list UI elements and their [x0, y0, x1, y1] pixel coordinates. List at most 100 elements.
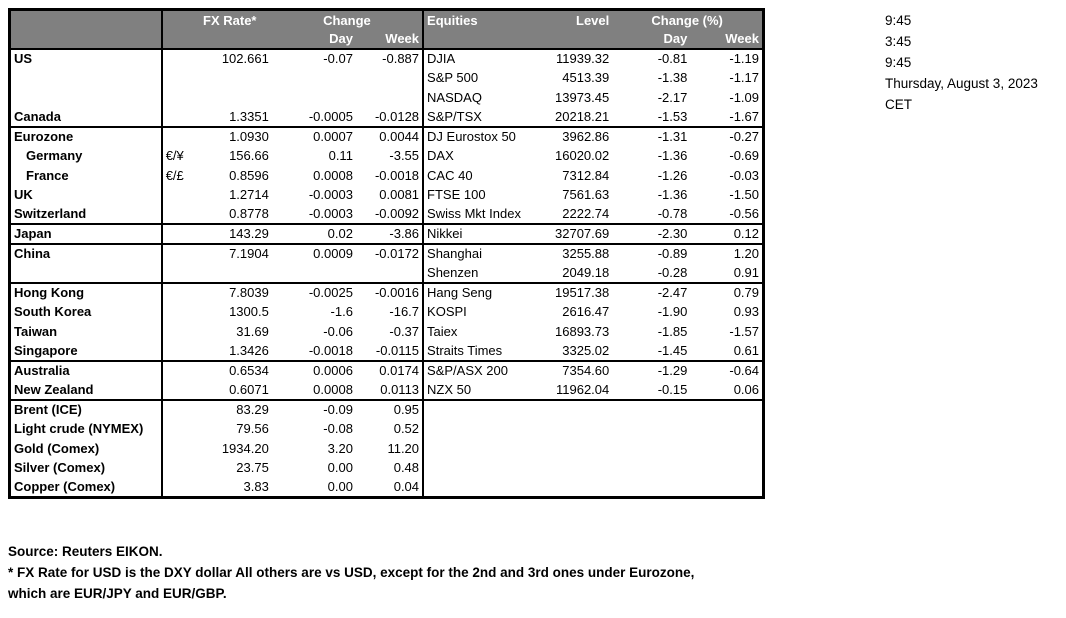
row-label: South Korea	[9, 302, 163, 322]
row-label: Light crude (NYMEX)	[9, 419, 163, 439]
equity-level: 7312.84	[562, 167, 610, 183]
equity-name: NZX 50	[427, 381, 472, 397]
equity-name: Shenzen	[427, 264, 479, 280]
currency-pair	[162, 478, 188, 498]
fx-rate-value: 7.8039	[187, 281, 272, 302]
currency-pair	[162, 439, 188, 459]
equity-name: Straits Times	[427, 342, 503, 358]
equity-name	[423, 478, 542, 498]
fx-week-change: -0.0092	[355, 204, 425, 224]
table-row: US 102.661 -0.07 -0.887 DJIA 11939.32 -0.81 -1.…	[9, 48, 764, 68]
equity-week-change: -0.69	[729, 148, 759, 164]
currency-pair	[162, 380, 188, 400]
fx-week-change	[355, 87, 425, 107]
currency-pair	[162, 263, 188, 283]
equity-day-change: -1.36	[657, 187, 688, 203]
fx-week-change: -3.55	[355, 146, 425, 166]
row-label: Hong Kong	[9, 281, 163, 302]
fx-rate-value: 1.3426	[229, 342, 269, 358]
row-label: Brent (ICE)	[9, 398, 163, 419]
equity-name	[423, 419, 542, 439]
equity-week-change	[690, 439, 763, 459]
equity-level: 2049.18	[562, 264, 610, 280]
fx-day-change: 0.0008	[313, 167, 353, 183]
equity-day-change: -0.81	[657, 51, 688, 67]
fx-week-change: -0.0128	[355, 107, 425, 127]
fx-day-change: 0.0006	[271, 359, 356, 380]
currency-pair	[161, 242, 188, 263]
equity-name: Taiex	[427, 323, 458, 339]
equity-name: FTSE 100	[427, 187, 486, 203]
equity-day-change: -1.26	[657, 167, 688, 183]
equity-day-change: -2.30	[612, 223, 691, 244]
fx-rate-value: 0.6534	[187, 359, 272, 380]
fx-day-change	[272, 68, 356, 88]
header-corner-cell-2	[9, 29, 163, 50]
fx-rate-value: 0.8596	[229, 167, 269, 183]
equity-name	[423, 398, 543, 419]
table-row: Switzerland 0.8778 -0.0003 -0.0092 Swiss Mkt…	[9, 204, 764, 225]
currency-pair	[162, 88, 188, 108]
table-row: Copper (Comex) 3.83 0.00 0.04	[9, 477, 764, 498]
fx-rate-footnote-continued: which are EUR/JPY and EUR/GBP.	[8, 586, 227, 601]
equity-level: 20218.21	[555, 108, 610, 124]
currency-pair	[162, 322, 188, 342]
table-row: Brent (ICE) 83.29 -0.09 0.95	[9, 398, 764, 419]
equity-week-change: 0.06	[733, 381, 759, 397]
equity-day-change: -1.45	[657, 342, 688, 358]
fx-week-change: 0.0113	[355, 380, 425, 400]
equity-day-change: -0.15	[657, 381, 688, 397]
equity-level: 11939.32	[555, 51, 610, 67]
fx-day-change: -0.0025	[271, 281, 356, 302]
currency-pair	[162, 205, 188, 225]
fx-week-change: -0.0018	[355, 165, 425, 185]
equity-week-change: -1.09	[729, 89, 759, 105]
currency-pair	[161, 223, 188, 244]
currency-pair	[161, 125, 188, 146]
row-label: Silver (Comex)	[9, 458, 163, 478]
fx-week-change: 0.95	[355, 398, 425, 419]
equity-week-change	[690, 419, 763, 439]
row-label: Taiwan	[9, 321, 163, 341]
equity-day-change: -0.78	[657, 206, 688, 222]
equity-week-change: 1.20	[690, 242, 764, 263]
fx-rate-value: 1.2714	[229, 187, 269, 203]
equity-week-change: -1.50	[729, 187, 759, 203]
row-label: China	[9, 242, 163, 263]
timestamp-line: 3:45	[885, 34, 912, 49]
equity-day-change: -1.36	[657, 148, 688, 164]
currency-pair: €/¥	[165, 148, 184, 164]
row-label: Gold (Comex)	[9, 438, 163, 458]
table-row: Shenzen 2049.18 -0.28 0.91	[9, 263, 764, 283]
row-label	[9, 263, 163, 283]
equity-name: S&P/ASX 200	[423, 359, 543, 380]
fx-rate-value: 79.56	[236, 421, 269, 437]
header-fx-week: Week	[355, 29, 425, 50]
header-fx-day: Day	[271, 29, 356, 50]
equity-level: 13973.45	[555, 89, 610, 105]
fx-rate-value: 7.1904	[187, 242, 272, 263]
table-row: Taiwan 31.69 -0.06 -0.37 Taiex 16893.73 -1.85 -…	[9, 321, 764, 342]
equity-name: NASDAQ	[427, 89, 482, 105]
equity-day-change	[612, 419, 690, 439]
equity-week-change: -0.03	[729, 167, 759, 183]
fx-day-change: -0.07	[323, 51, 353, 67]
fx-day-change: 3.20	[327, 440, 353, 456]
fx-day-change: -0.06	[323, 323, 353, 339]
table-row: Australia 0.6534 0.0006 0.0174 S&P/ASX 200 73…	[9, 359, 764, 380]
equity-name	[423, 439, 542, 459]
currency-pair: €/£	[165, 167, 184, 183]
fx-rate-value: 1934.20	[221, 440, 269, 456]
table-header: FX Rate* Change Equities Level Change (%…	[9, 9, 764, 50]
table-row: UK 1.2714 -0.0003 0.0081 FTSE 100 7561.63 -1.3…	[9, 185, 764, 205]
fx-week-change: -16.7	[355, 302, 425, 322]
equity-day-change: -1.90	[657, 304, 688, 320]
fx-day-change	[272, 263, 356, 283]
header-row-2: Day Week Day Week	[9, 29, 764, 50]
header-fx-rate-spacer	[187, 29, 272, 50]
header-eq-week: Week	[690, 29, 764, 50]
equity-day-change: -1.38	[657, 70, 688, 86]
fx-day-change: 0.0008	[313, 381, 353, 397]
table-row: Light crude (NYMEX) 79.56 -0.08 0.52	[9, 419, 764, 439]
equity-name: Swiss Mkt Index	[427, 206, 521, 222]
